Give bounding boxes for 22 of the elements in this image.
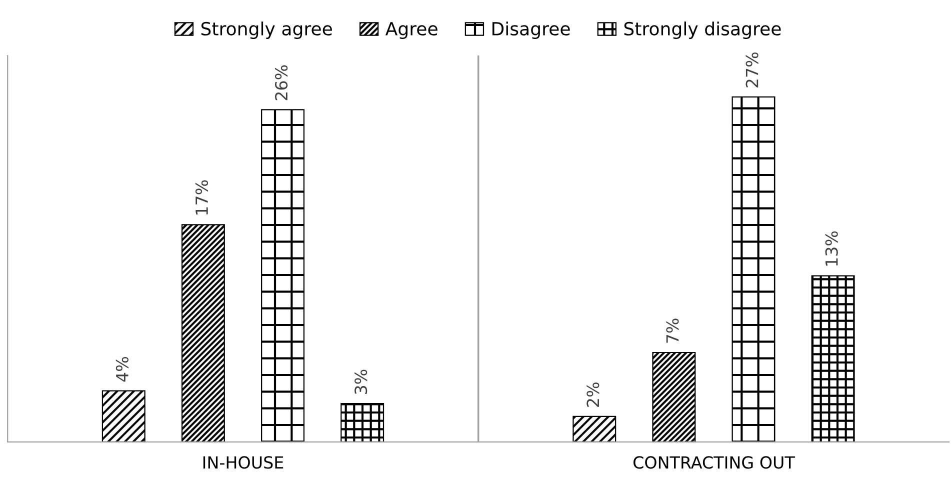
x-tick-label: CONTRACTING OUT: [633, 456, 795, 469]
bar: [811, 275, 855, 442]
data-label: 3%: [354, 370, 368, 394]
legend-label: Disagree: [492, 22, 570, 40]
x-tick-label: IN-HOUSE: [203, 456, 284, 469]
bar: [652, 352, 696, 442]
bar: [261, 109, 304, 442]
data-label: 4%: [116, 356, 128, 382]
data-label: 17%: [195, 180, 208, 215]
data-label: 7%: [666, 318, 679, 343]
data-label: 2%: [586, 382, 600, 407]
bar: [102, 390, 146, 442]
data-label: 26%: [274, 65, 288, 100]
data-label: 13%: [825, 231, 838, 266]
legend-label: Strongly agree: [201, 22, 332, 40]
bar: [572, 416, 616, 442]
legend-label: Agree: [385, 22, 438, 40]
data-label: 27%: [746, 52, 758, 88]
bar: [181, 224, 225, 442]
bar: [732, 96, 776, 442]
bar: [340, 403, 384, 442]
legend-label: Strongly disagree: [624, 22, 781, 40]
